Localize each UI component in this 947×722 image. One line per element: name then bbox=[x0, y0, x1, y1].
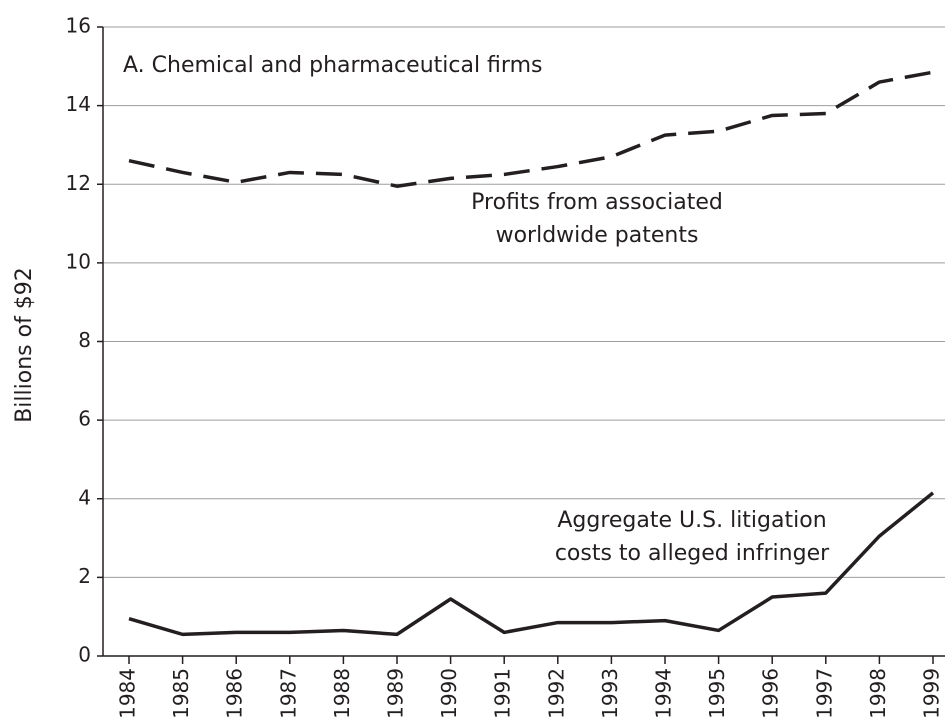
annotation: worldwide patents bbox=[496, 223, 699, 248]
x-tick-label: 1988 bbox=[330, 668, 354, 719]
x-tick-label: 1991 bbox=[491, 668, 515, 719]
y-tick-label: 6 bbox=[78, 407, 91, 431]
x-tick-label: 1993 bbox=[598, 668, 622, 719]
annotation: Profits from associated bbox=[471, 190, 723, 215]
x-tick-label: 1997 bbox=[812, 668, 836, 719]
y-tick-label: 16 bbox=[66, 14, 91, 38]
annotation: A. Chemical and pharmaceutical firms bbox=[123, 53, 542, 78]
y-axis-label: Billions of $92 bbox=[12, 267, 37, 423]
y-tick-label: 4 bbox=[78, 485, 91, 509]
x-tick-label: 1990 bbox=[437, 668, 461, 719]
x-tick-label: 1985 bbox=[169, 668, 193, 719]
series-line bbox=[128, 70, 934, 188]
x-tick-label: 1987 bbox=[276, 668, 300, 719]
y-tick-label: 14 bbox=[66, 92, 91, 116]
x-tick-label: 1996 bbox=[759, 668, 783, 719]
x-tick-label: 1995 bbox=[705, 668, 729, 719]
series-line bbox=[128, 491, 935, 637]
y-tick-label: 12 bbox=[66, 171, 91, 195]
y-tick-label: 8 bbox=[78, 328, 91, 352]
annotation: costs to alleged infringer bbox=[555, 541, 830, 566]
x-tick-label: 1989 bbox=[384, 668, 408, 719]
x-tick-label: 1986 bbox=[223, 668, 247, 719]
x-tick-label: 1994 bbox=[652, 668, 676, 719]
y-tick-label: 2 bbox=[78, 564, 91, 588]
x-tick-label: 1984 bbox=[116, 668, 140, 719]
x-tick-label: 1999 bbox=[920, 668, 944, 719]
y-tick-label: 0 bbox=[78, 643, 91, 667]
y-tick-label: 10 bbox=[66, 249, 91, 273]
annotation: Aggregate U.S. litigation bbox=[557, 508, 826, 533]
x-tick-label: 1998 bbox=[866, 668, 890, 719]
x-tick-label: 1992 bbox=[544, 668, 568, 719]
